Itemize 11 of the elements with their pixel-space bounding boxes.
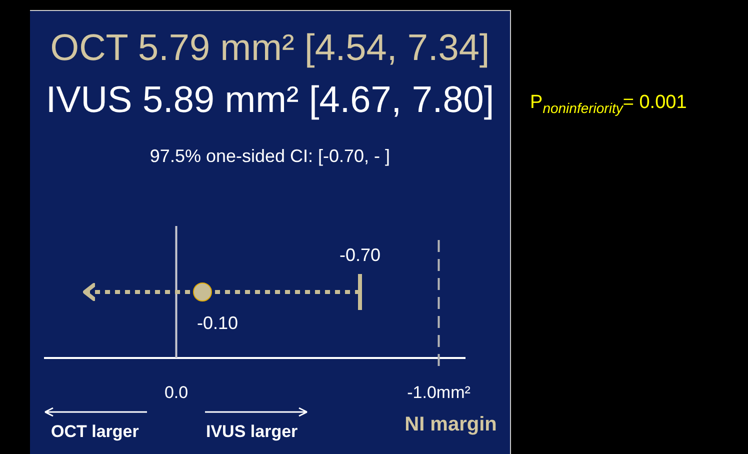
chart-subtitle: IVUS 5.89 mm² [4.67, 7.80]	[44, 79, 496, 121]
annotation: -0.70	[339, 244, 381, 265]
text: P$_{noninferiority}$= 0.001	[530, 92, 687, 116]
data-label: -0.10	[196, 312, 238, 333]
chart-title: OCT 5.79 mm² [4.54, 7.34]	[49, 27, 491, 69]
text: 97.5% one-sided CI: [-0.70, - ]	[148, 146, 392, 167]
x-tick-label: -1.0mm²	[407, 382, 471, 402]
text: IVUS larger	[206, 422, 298, 442]
ref-line-label: NI margin	[404, 414, 497, 436]
text: OCT larger	[51, 422, 139, 442]
x-tick-label: 0.0	[164, 382, 188, 402]
